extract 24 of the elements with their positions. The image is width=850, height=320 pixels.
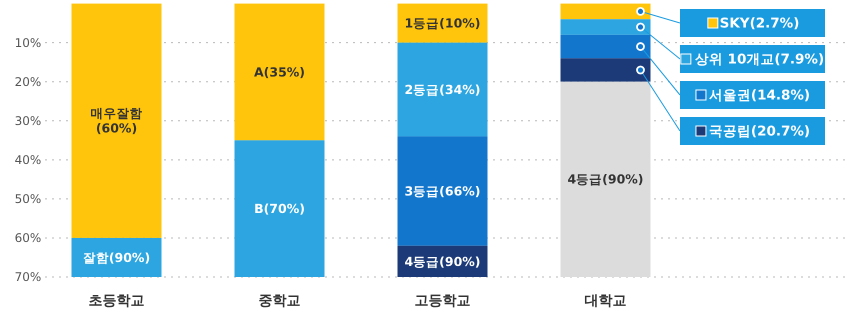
y-tick-label: 70% xyxy=(14,270,42,284)
series-label: 1등급(10%) xyxy=(404,16,481,31)
y-tick-label: 60% xyxy=(14,231,42,246)
series-label: 매우잘함(60%) xyxy=(90,106,142,136)
legend-label: 서울권(14.8%) xyxy=(708,88,810,104)
y-tick-label: 40% xyxy=(14,153,42,168)
x-tick-label: 고등학교 xyxy=(414,292,470,309)
x-tick-label: 중학교 xyxy=(258,292,300,309)
y-tick-label: 50% xyxy=(14,192,42,206)
x-tick-label: 대학교 xyxy=(584,292,626,309)
legend-label: 국공립(20.7%) xyxy=(708,124,810,140)
series-label: 4등급(90%) xyxy=(567,172,644,187)
legend-label: 상위 10개교(7.9%) xyxy=(694,52,824,68)
series-label: 4등급(90%) xyxy=(404,254,481,269)
y-tick-label: 20% xyxy=(14,74,42,89)
series-label: 3등급(66%) xyxy=(404,183,481,198)
series-label: 2등급(34%) xyxy=(404,82,481,97)
legend-label: SKY(2.7%) xyxy=(720,16,800,32)
series-label: B(70%) xyxy=(254,201,305,216)
y-tick-label: 30% xyxy=(14,114,42,128)
x-tick-label: 초등학교 xyxy=(88,292,144,309)
y-tick-label: 10% xyxy=(14,36,42,50)
series-label: A(35%) xyxy=(254,64,306,80)
series-label: 잘함(90%) xyxy=(82,250,150,265)
